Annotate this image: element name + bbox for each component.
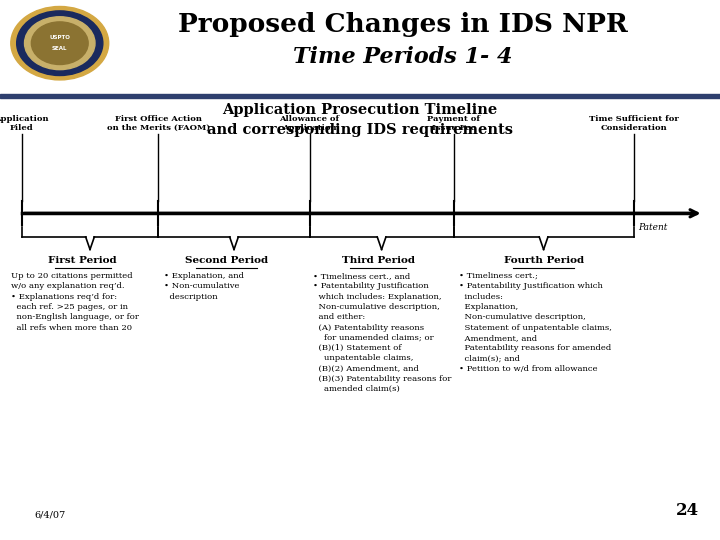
Text: Third Period: Third Period: [341, 256, 415, 265]
Circle shape: [24, 17, 95, 70]
Text: Fourth Period: Fourth Period: [503, 256, 584, 265]
Text: Proposed Changes in IDS NPR: Proposed Changes in IDS NPR: [179, 12, 628, 37]
Text: Payment of
Issue Fee: Payment of Issue Fee: [427, 115, 480, 132]
Text: First Period: First Period: [48, 256, 117, 265]
Text: Second Period: Second Period: [185, 256, 269, 265]
Circle shape: [17, 11, 103, 76]
Text: • Explanation, and
• Non-cumulative
  description: • Explanation, and • Non-cumulative desc…: [164, 272, 244, 301]
Text: SEAL: SEAL: [52, 46, 68, 51]
Text: 6/4/07: 6/4/07: [35, 510, 66, 519]
Text: Application
Filed: Application Filed: [0, 115, 49, 132]
Text: Time Sufficient for
Consideration: Time Sufficient for Consideration: [589, 115, 678, 132]
Text: Up to 20 citations permitted
w/o any explanation req’d.
• Explanations req’d for: Up to 20 citations permitted w/o any exp…: [11, 272, 139, 332]
Text: Patent: Patent: [638, 223, 667, 232]
Text: • Timeliness cert.;
• Patentability Justification which
  includes:
  Explanatio: • Timeliness cert.; • Patentability Just…: [459, 272, 612, 373]
Text: USPTO: USPTO: [50, 35, 70, 40]
Text: Time Periods 1- 4: Time Periods 1- 4: [294, 46, 513, 68]
Text: • Timeliness cert., and
• Patentability Justification
  which includes: Explanat: • Timeliness cert., and • Patentability …: [313, 272, 451, 393]
Bar: [0, 94, 720, 98]
Text: Allowance of
Application: Allowance of Application: [279, 115, 340, 132]
Text: 24: 24: [676, 503, 699, 519]
Circle shape: [11, 6, 109, 80]
Circle shape: [32, 22, 88, 64]
Text: Application Prosecution Timeline
and corresponding IDS requirements: Application Prosecution Timeline and cor…: [207, 103, 513, 137]
Text: First Office Action
on the Merits (FAOM): First Office Action on the Merits (FAOM): [107, 115, 210, 132]
Bar: [0, 0, 720, 97]
